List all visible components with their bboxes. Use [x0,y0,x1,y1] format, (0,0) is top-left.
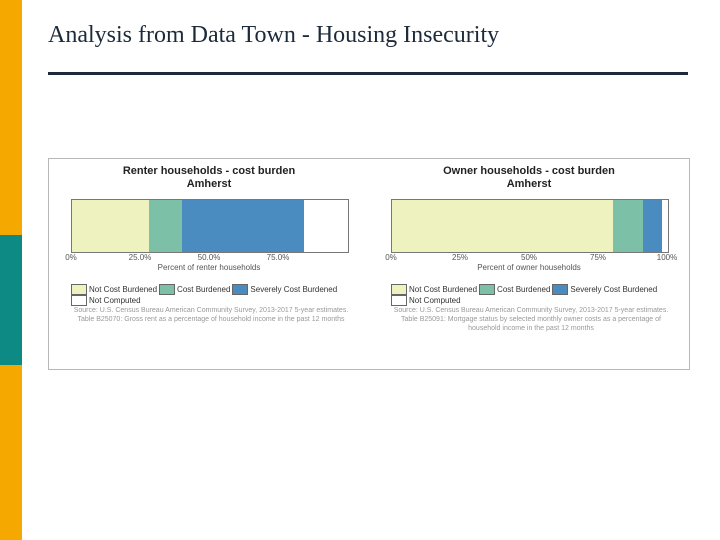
axis-tick: 100% [657,253,677,262]
bar-segment-cost_burdened [149,200,182,252]
legend-label: Not Cost Burdened [89,285,157,294]
legend-swatch [71,284,87,295]
page-title: Analysis from Data Town - Housing Insecu… [48,22,499,49]
legend-renter: Not Cost Burdened Cost Burdened Severely C… [71,284,353,306]
chart-title-line1: Owner households - cost burden [443,165,615,177]
axis-tick: 50% [521,253,537,262]
source-renter: Source: U.S. Census Bureau American Comm… [71,307,351,325]
legend-swatch [479,284,495,295]
bar-segment-not_cost_burdened [72,200,149,252]
left-accent-teal [0,235,22,365]
legend-label: Severely Cost Burdened [570,285,657,294]
chart-title-renter: Renter households - cost burden Amherst [49,165,369,190]
chart-title-owner: Owner households - cost burden Amherst [369,165,689,190]
slide: Analysis from Data Town - Housing Insecu… [0,0,720,540]
x-axis-label-renter: Percent of renter households [71,263,347,272]
bar-segment-severely_cost_burdened [182,200,303,252]
legend-item-cost_burdened: Cost Burdened [159,284,230,295]
legend-item-not_computed: Not Computed [391,295,461,306]
legend-swatch [71,295,87,306]
legend-item-not_cost_burdened: Not Cost Burdened [71,284,157,295]
bar-segment-cost_burdened [613,200,643,252]
legend-label: Not Computed [89,296,141,305]
legend-item-severely_cost_burdened: Severely Cost Burdened [232,284,337,295]
chart-plot-renter [71,199,349,253]
bar-segment-not_computed [662,200,668,252]
legend-owner: Not Cost Burdened Cost Burdened Severely C… [391,284,673,306]
axis-tick: 25% [452,253,468,262]
legend-swatch [159,284,175,295]
bar-segment-severely_cost_burdened [643,200,662,252]
charts-container: Renter households - cost burden Amherst … [48,158,690,370]
legend-label: Severely Cost Burdened [250,285,337,294]
legend-item-severely_cost_burdened: Severely Cost Burdened [552,284,657,295]
chart-panel-owner: Owner households - cost burden Amherst 0… [369,159,689,369]
legend-label: Not Computed [409,296,461,305]
axis-tick: 75.0% [267,253,290,262]
chart-panel-renter: Renter households - cost burden Amherst … [49,159,369,369]
legend-label: Cost Burdened [497,285,550,294]
legend-item-not_cost_burdened: Not Cost Burdened [391,284,477,295]
title-rule [48,72,688,75]
legend-item-cost_burdened: Cost Burdened [479,284,550,295]
chart-plot-owner [391,199,669,253]
bar-segment-not_computed [304,200,348,252]
legend-swatch [232,284,248,295]
legend-swatch [391,295,407,306]
axis-tick: 50.0% [198,253,221,262]
legend-label: Not Cost Burdened [409,285,477,294]
stacked-bar-renter [72,200,348,252]
legend-swatch [391,284,407,295]
chart-title-line1: Renter households - cost burden [123,165,295,177]
x-axis-label-owner: Percent of owner households [391,263,667,272]
axis-tick: 0% [65,253,77,262]
chart-title-line2: Amherst [507,178,552,190]
chart-title-line2: Amherst [187,178,232,190]
axis-tick: 75% [590,253,606,262]
stacked-bar-owner [392,200,668,252]
axis-tick: 0% [385,253,397,262]
legend-swatch [552,284,568,295]
axis-tick: 25.0% [129,253,152,262]
legend-label: Cost Burdened [177,285,230,294]
source-owner: Source: U.S. Census Bureau American Comm… [391,307,671,333]
bar-segment-not_cost_burdened [392,200,613,252]
legend-item-not_computed: Not Computed [71,295,141,306]
left-accent-bar [0,0,22,540]
